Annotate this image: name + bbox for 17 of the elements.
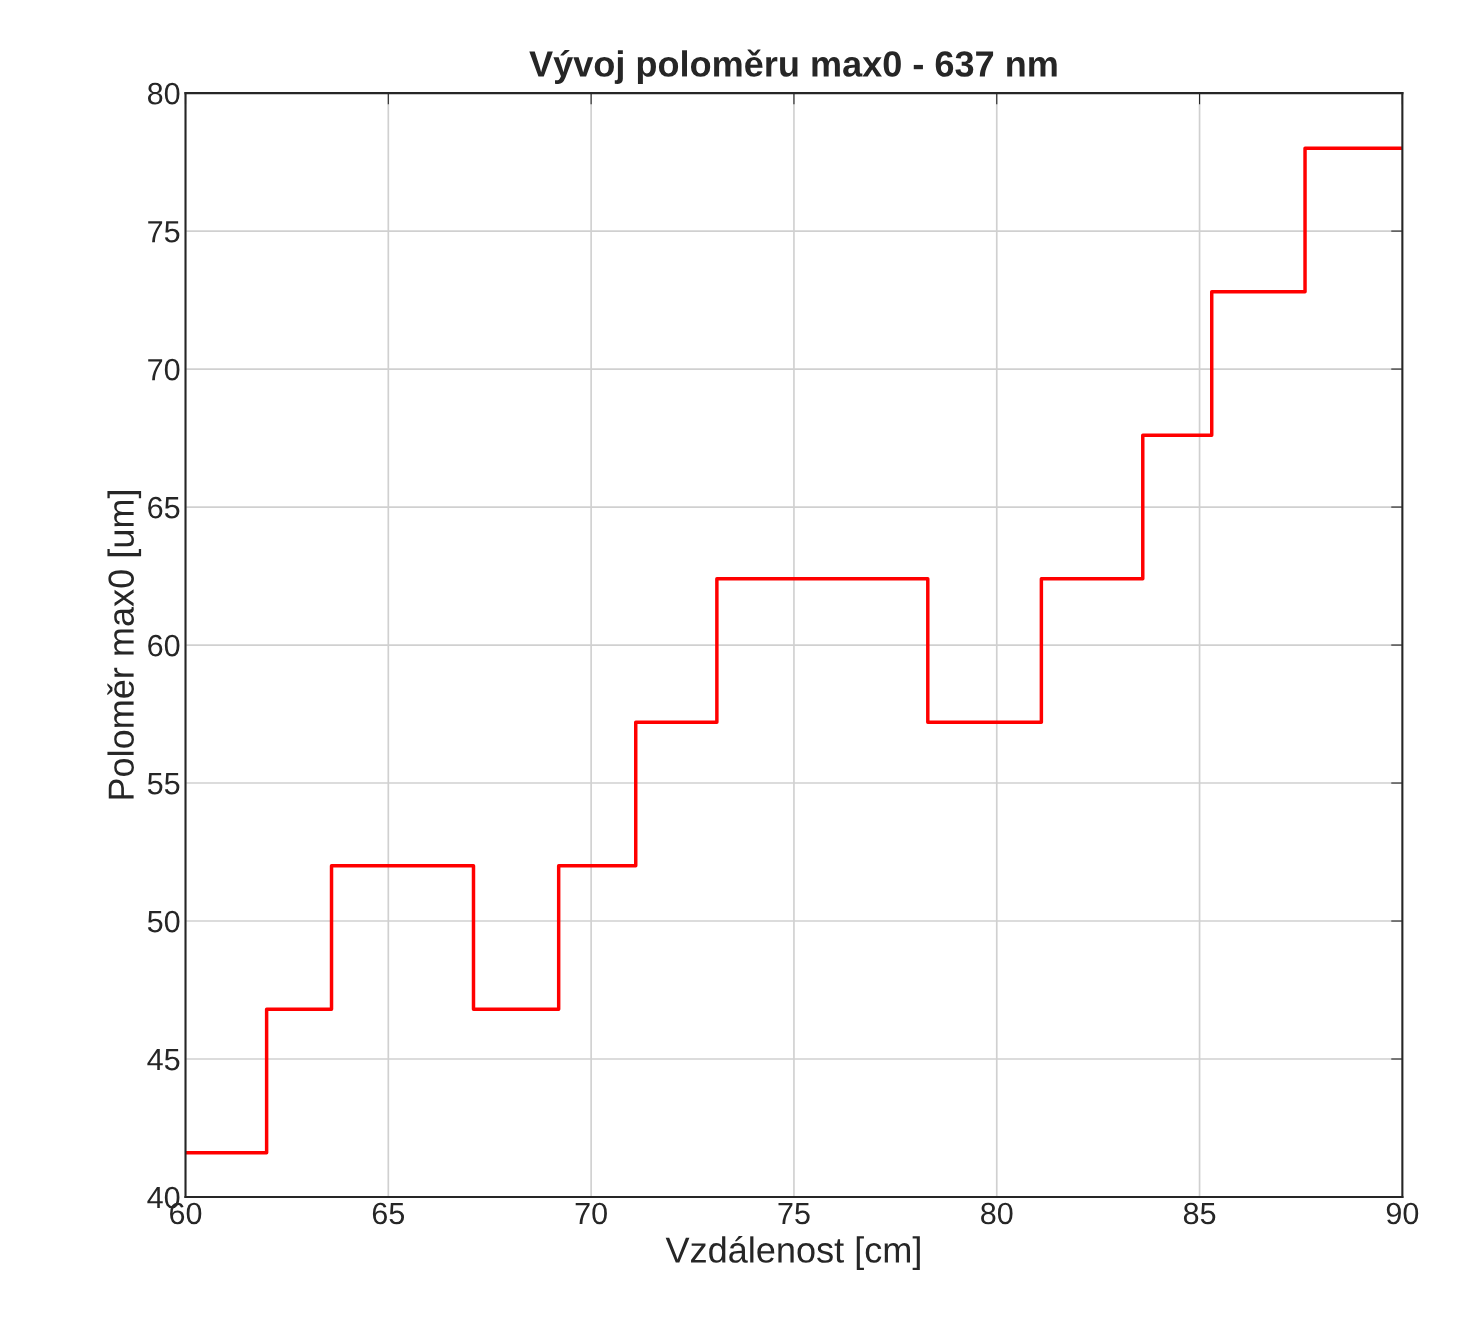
x-tick-label: 70 xyxy=(575,1202,607,1225)
y-tick-label: 55 xyxy=(147,773,180,795)
y-tick-label: 65 xyxy=(148,496,180,519)
y-axis-title: Poloměr max0 [um] xyxy=(107,491,142,799)
x-axis-title: Vzdálenost [cm] xyxy=(665,1235,920,1270)
x-tick-label: 90 xyxy=(1386,1202,1419,1225)
y-tick-label: 45 xyxy=(147,1049,180,1071)
y-tick-label: 75 xyxy=(148,221,180,243)
y-tick-label: 70 xyxy=(148,358,180,381)
x-tick-label: 65 xyxy=(372,1202,405,1225)
x-tick-label: 80 xyxy=(981,1202,1013,1225)
chart-title: Vývoj poloměru max0 - 637 nm xyxy=(529,49,1057,84)
x-tick-label: 85 xyxy=(1183,1202,1216,1225)
y-tick-label: 80 xyxy=(147,82,180,105)
x-tick-label: 75 xyxy=(778,1202,810,1225)
y-tick-label: 50 xyxy=(147,910,180,933)
y-tick-label: 60 xyxy=(148,634,180,657)
